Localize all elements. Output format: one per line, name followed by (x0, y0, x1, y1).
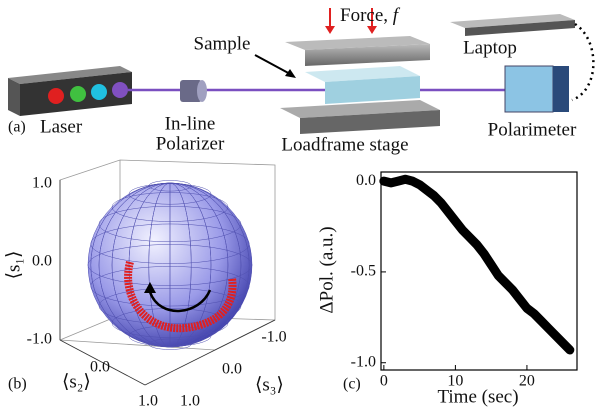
s1-label: ⟨s₁⟩ (3, 251, 24, 280)
data-line (379, 174, 575, 355)
y-tick-label: 0.0 (356, 172, 376, 189)
polarimeter-label: Polarimeter (488, 119, 577, 140)
panel-label: (a) (8, 119, 26, 136)
y-tick-label: -0.5 (351, 263, 376, 280)
laptop-front (465, 20, 575, 36)
sphere-grid (87, 180, 253, 350)
panel-b (59, 159, 276, 386)
plot-frame (380, 171, 578, 371)
tick-label: 0.0 (90, 359, 110, 376)
polarizer-label: In-line (165, 113, 216, 134)
panel-label: (b) (8, 376, 27, 393)
x-tick-label: 10 (447, 373, 463, 390)
force-arrow-head (325, 26, 335, 34)
led (48, 88, 64, 104)
panel-c: (c) Time (sec) ΔPol. (a.u.) 0.0 -0.5 -1.00… (316, 171, 578, 407)
laser-top (8, 66, 132, 84)
tick-label: 1.0 (180, 393, 200, 410)
tick-label: -1.0 (27, 331, 52, 348)
sample-label: Sample (194, 33, 251, 54)
laptop-top (450, 14, 575, 28)
force-arrow-head (367, 26, 377, 34)
polarimeter-side (553, 66, 569, 112)
direction-arrow (148, 289, 212, 313)
axis (144, 319, 276, 386)
tick-label: 0.0 (222, 361, 242, 378)
led (70, 86, 86, 102)
sphere-body (88, 183, 252, 347)
y-tick-label: -1.0 (351, 353, 376, 370)
panel-label: (c) (343, 376, 361, 393)
laser-label: Laser (40, 116, 83, 137)
cable (571, 22, 595, 102)
axis (59, 339, 146, 386)
tick-label: 1.0 (32, 175, 52, 192)
s3-label: ⟨s₃⟩ (255, 374, 284, 395)
x-axis-title: Time (sec) (437, 386, 518, 407)
laptop-label: Laptop (463, 37, 517, 58)
panel-b-labels: (b) ⟨s₁⟩ ⟨s₂⟩ ⟨s₃⟩ 1.0 0.0 -1.0 0.0 1.0 -1.0 0… (3, 175, 286, 410)
sample-front (325, 76, 420, 104)
x-tick-label: 20 (519, 373, 535, 390)
laser-side (8, 78, 20, 116)
tick-label: 1.0 (138, 393, 158, 410)
s2-label: ⟨s₂⟩ (62, 371, 91, 392)
sample-pointer-head (285, 69, 296, 78)
sphere (87, 180, 253, 350)
y-axis-title: ΔPol. (a.u.) (316, 226, 337, 313)
polarimeter-body (504, 65, 554, 113)
stage-label: Loadframe stage (281, 134, 408, 155)
longitude (90, 182, 250, 348)
polarizer (180, 80, 202, 102)
force-text: Force, (340, 5, 393, 26)
stage-bottom-front (300, 110, 440, 134)
stage-top-top (285, 36, 430, 50)
led (91, 84, 107, 100)
panel-a: (a) Laser In-line Polarizer Loadframe st… (8, 5, 595, 155)
x-tick-label: 0 (380, 373, 388, 390)
sample-pointer (254, 54, 293, 76)
stage-top-front (305, 44, 430, 66)
arrow-head (144, 282, 156, 293)
polarizer-label: Polarizer (156, 133, 225, 154)
polarizer-face (197, 80, 207, 102)
sample-top (305, 66, 420, 82)
force-symbol: f (393, 5, 401, 26)
led (112, 82, 128, 98)
force-label: Force, f (340, 5, 401, 26)
tick-label: -1.0 (261, 329, 286, 346)
tick-label: 0.0 (32, 253, 52, 270)
stage-bottom-top (280, 100, 440, 118)
